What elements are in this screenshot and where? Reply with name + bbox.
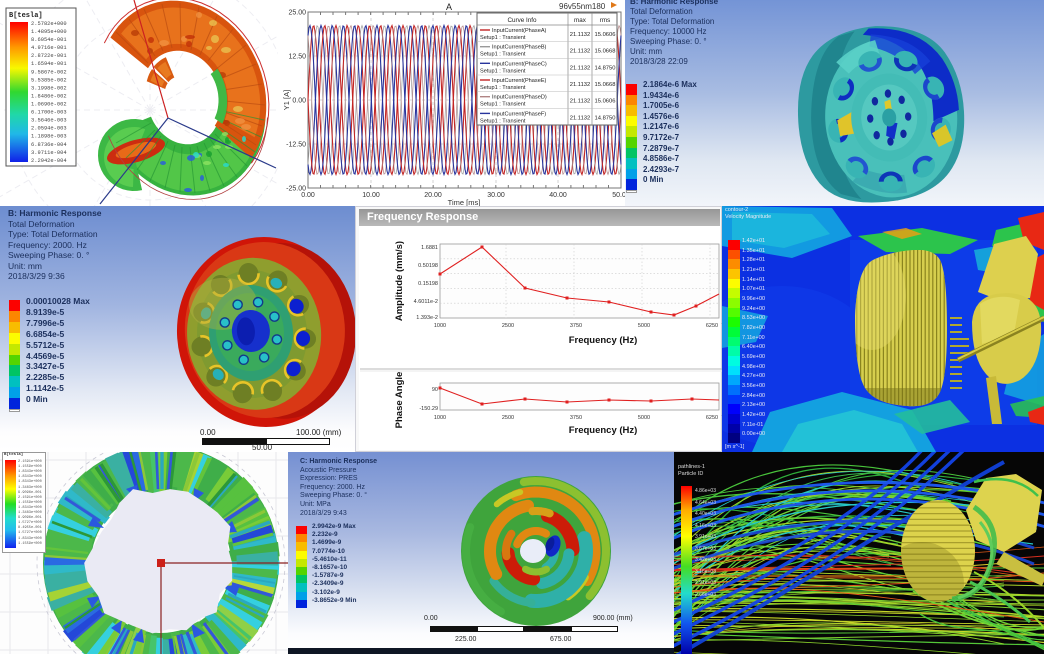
svg-text:Frequency (Hz): Frequency (Hz): [569, 335, 638, 346]
svg-text:3.5646e-003: 3.5646e-003: [31, 118, 67, 124]
svg-text:Frequency (Hz): Frequency (Hz): [569, 425, 638, 436]
svg-text:-150.29: -150.29: [419, 406, 438, 412]
svg-text:rms: rms: [600, 17, 611, 24]
svg-text:Y1 [A]: Y1 [A]: [282, 90, 291, 110]
svg-text:5000: 5000: [638, 323, 650, 329]
svg-text:21.1132: 21.1132: [570, 32, 591, 38]
svg-text:3.9711e-004: 3.9711e-004: [31, 150, 67, 156]
svg-text:2500: 2500: [502, 323, 514, 329]
svg-text:21.1132: 21.1132: [570, 65, 591, 71]
svg-text:Curve Info: Curve Info: [507, 17, 537, 24]
svg-text:0.00: 0.00: [301, 192, 315, 199]
svg-text:2.2942e-004: 2.2942e-004: [31, 158, 67, 164]
svg-text:15.0668: 15.0668: [595, 82, 616, 88]
svg-text:2.8722e-001: 2.8722e-001: [31, 53, 67, 59]
svg-text:21.1132: 21.1132: [570, 99, 591, 105]
svg-text:4.9716e-001: 4.9716e-001: [31, 45, 67, 51]
svg-text:B[tesla]: B[tesla]: [9, 12, 43, 20]
svg-text:90: 90: [432, 387, 438, 393]
svg-text:12.50: 12.50: [288, 54, 306, 61]
svg-text:9.5867e-002: 9.5867e-002: [31, 69, 67, 75]
svg-text:96v55nm180: 96v55nm180: [559, 2, 606, 11]
svg-text:5.5385e-002: 5.5385e-002: [31, 77, 67, 83]
svg-text:InputCurrent(PhaseB): InputCurrent(PhaseB): [492, 45, 547, 51]
svg-text:Setup1 : Transient: Setup1 : Transient: [480, 85, 526, 91]
svg-text:1000: 1000: [434, 415, 446, 421]
svg-text:max: max: [574, 17, 587, 24]
svg-text:Setup1 : Transient: Setup1 : Transient: [480, 52, 526, 58]
svg-text:-12.50: -12.50: [286, 142, 306, 149]
svg-text:10.00: 10.00: [362, 192, 380, 199]
svg-text:15.0668: 15.0668: [595, 49, 616, 55]
svg-text:15.0606: 15.0606: [595, 99, 616, 105]
svg-text:InputCurrent(PhaseC): InputCurrent(PhaseC): [492, 61, 547, 67]
svg-text:21.1132: 21.1132: [570, 115, 591, 121]
svg-text:8.6054e-001: 8.6054e-001: [31, 37, 67, 43]
svg-text:Setup1 : Transient: Setup1 : Transient: [480, 35, 526, 41]
svg-text:6250: 6250: [706, 415, 718, 421]
svg-text:Amplitude (mm/s): Amplitude (mm/s): [394, 241, 405, 321]
svg-text:InputCurrent(PhaseA): InputCurrent(PhaseA): [492, 28, 547, 34]
svg-text:1.6594e-001: 1.6594e-001: [31, 61, 67, 67]
svg-text:Setup1 : Transient: Setup1 : Transient: [480, 102, 526, 108]
svg-text:20.00: 20.00: [424, 192, 442, 199]
svg-text:1.0690e-002: 1.0690e-002: [31, 102, 67, 108]
svg-text:1.1898e-003: 1.1898e-003: [31, 134, 67, 140]
svg-text:1.4895e+000: 1.4895e+000: [31, 29, 67, 35]
svg-text:1.6881: 1.6881: [421, 245, 438, 251]
svg-text:6.1700e-003: 6.1700e-003: [31, 110, 67, 116]
svg-text:1.8486e-002: 1.8486e-002: [31, 94, 67, 100]
svg-text:A: A: [446, 2, 452, 12]
svg-text:6250: 6250: [706, 323, 718, 329]
svg-text:Setup1 : Transient: Setup1 : Transient: [480, 68, 526, 74]
svg-text:0.00: 0.00: [292, 98, 306, 105]
svg-text:21.1132: 21.1132: [570, 82, 591, 88]
svg-text:1.393e-2: 1.393e-2: [416, 315, 438, 321]
svg-text:25.00: 25.00: [288, 10, 306, 17]
svg-text:3.1998e-002: 3.1998e-002: [31, 85, 67, 91]
svg-text:14.8750: 14.8750: [595, 115, 616, 121]
svg-text:InputCurrent(PhaseD): InputCurrent(PhaseD): [492, 95, 547, 101]
svg-text:3750: 3750: [570, 415, 582, 421]
svg-text:2.0594e-003: 2.0594e-003: [31, 126, 67, 132]
svg-text:Phase Angle: Phase Angle: [394, 372, 405, 429]
svg-text:InputCurrent(PhaseF): InputCurrent(PhaseF): [492, 111, 546, 117]
svg-text:2.5782e+000: 2.5782e+000: [31, 21, 67, 27]
svg-text:Setup1 : Transient: Setup1 : Transient: [480, 118, 526, 124]
svg-text:1000: 1000: [434, 323, 446, 329]
svg-text:0.50198: 0.50198: [418, 263, 438, 269]
svg-text:50.00: 50.00: [612, 192, 625, 199]
svg-text:-25.00: -25.00: [286, 186, 306, 193]
svg-text:15.0606: 15.0606: [595, 32, 616, 38]
svg-text:2500: 2500: [502, 415, 514, 421]
svg-text:14.8750: 14.8750: [595, 65, 616, 71]
svg-text:30.00: 30.00: [487, 192, 505, 199]
svg-text:InputCurrent(PhaseE): InputCurrent(PhaseE): [492, 78, 547, 84]
svg-text:6.8736e-004: 6.8736e-004: [31, 142, 67, 148]
svg-text:21.1132: 21.1132: [570, 49, 591, 55]
svg-text:5000: 5000: [638, 415, 650, 421]
svg-text:40.00: 40.00: [549, 192, 567, 199]
svg-text:3750: 3750: [570, 323, 582, 329]
svg-text:0.15198: 0.15198: [418, 281, 438, 287]
svg-text:4.6011e-2: 4.6011e-2: [414, 299, 438, 305]
svg-text:Time [ms]: Time [ms]: [448, 198, 481, 206]
